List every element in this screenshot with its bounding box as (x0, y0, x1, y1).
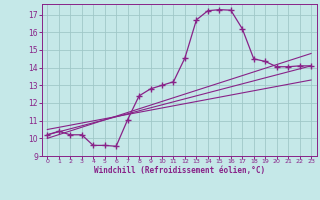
X-axis label: Windchill (Refroidissement éolien,°C): Windchill (Refroidissement éolien,°C) (94, 166, 265, 175)
